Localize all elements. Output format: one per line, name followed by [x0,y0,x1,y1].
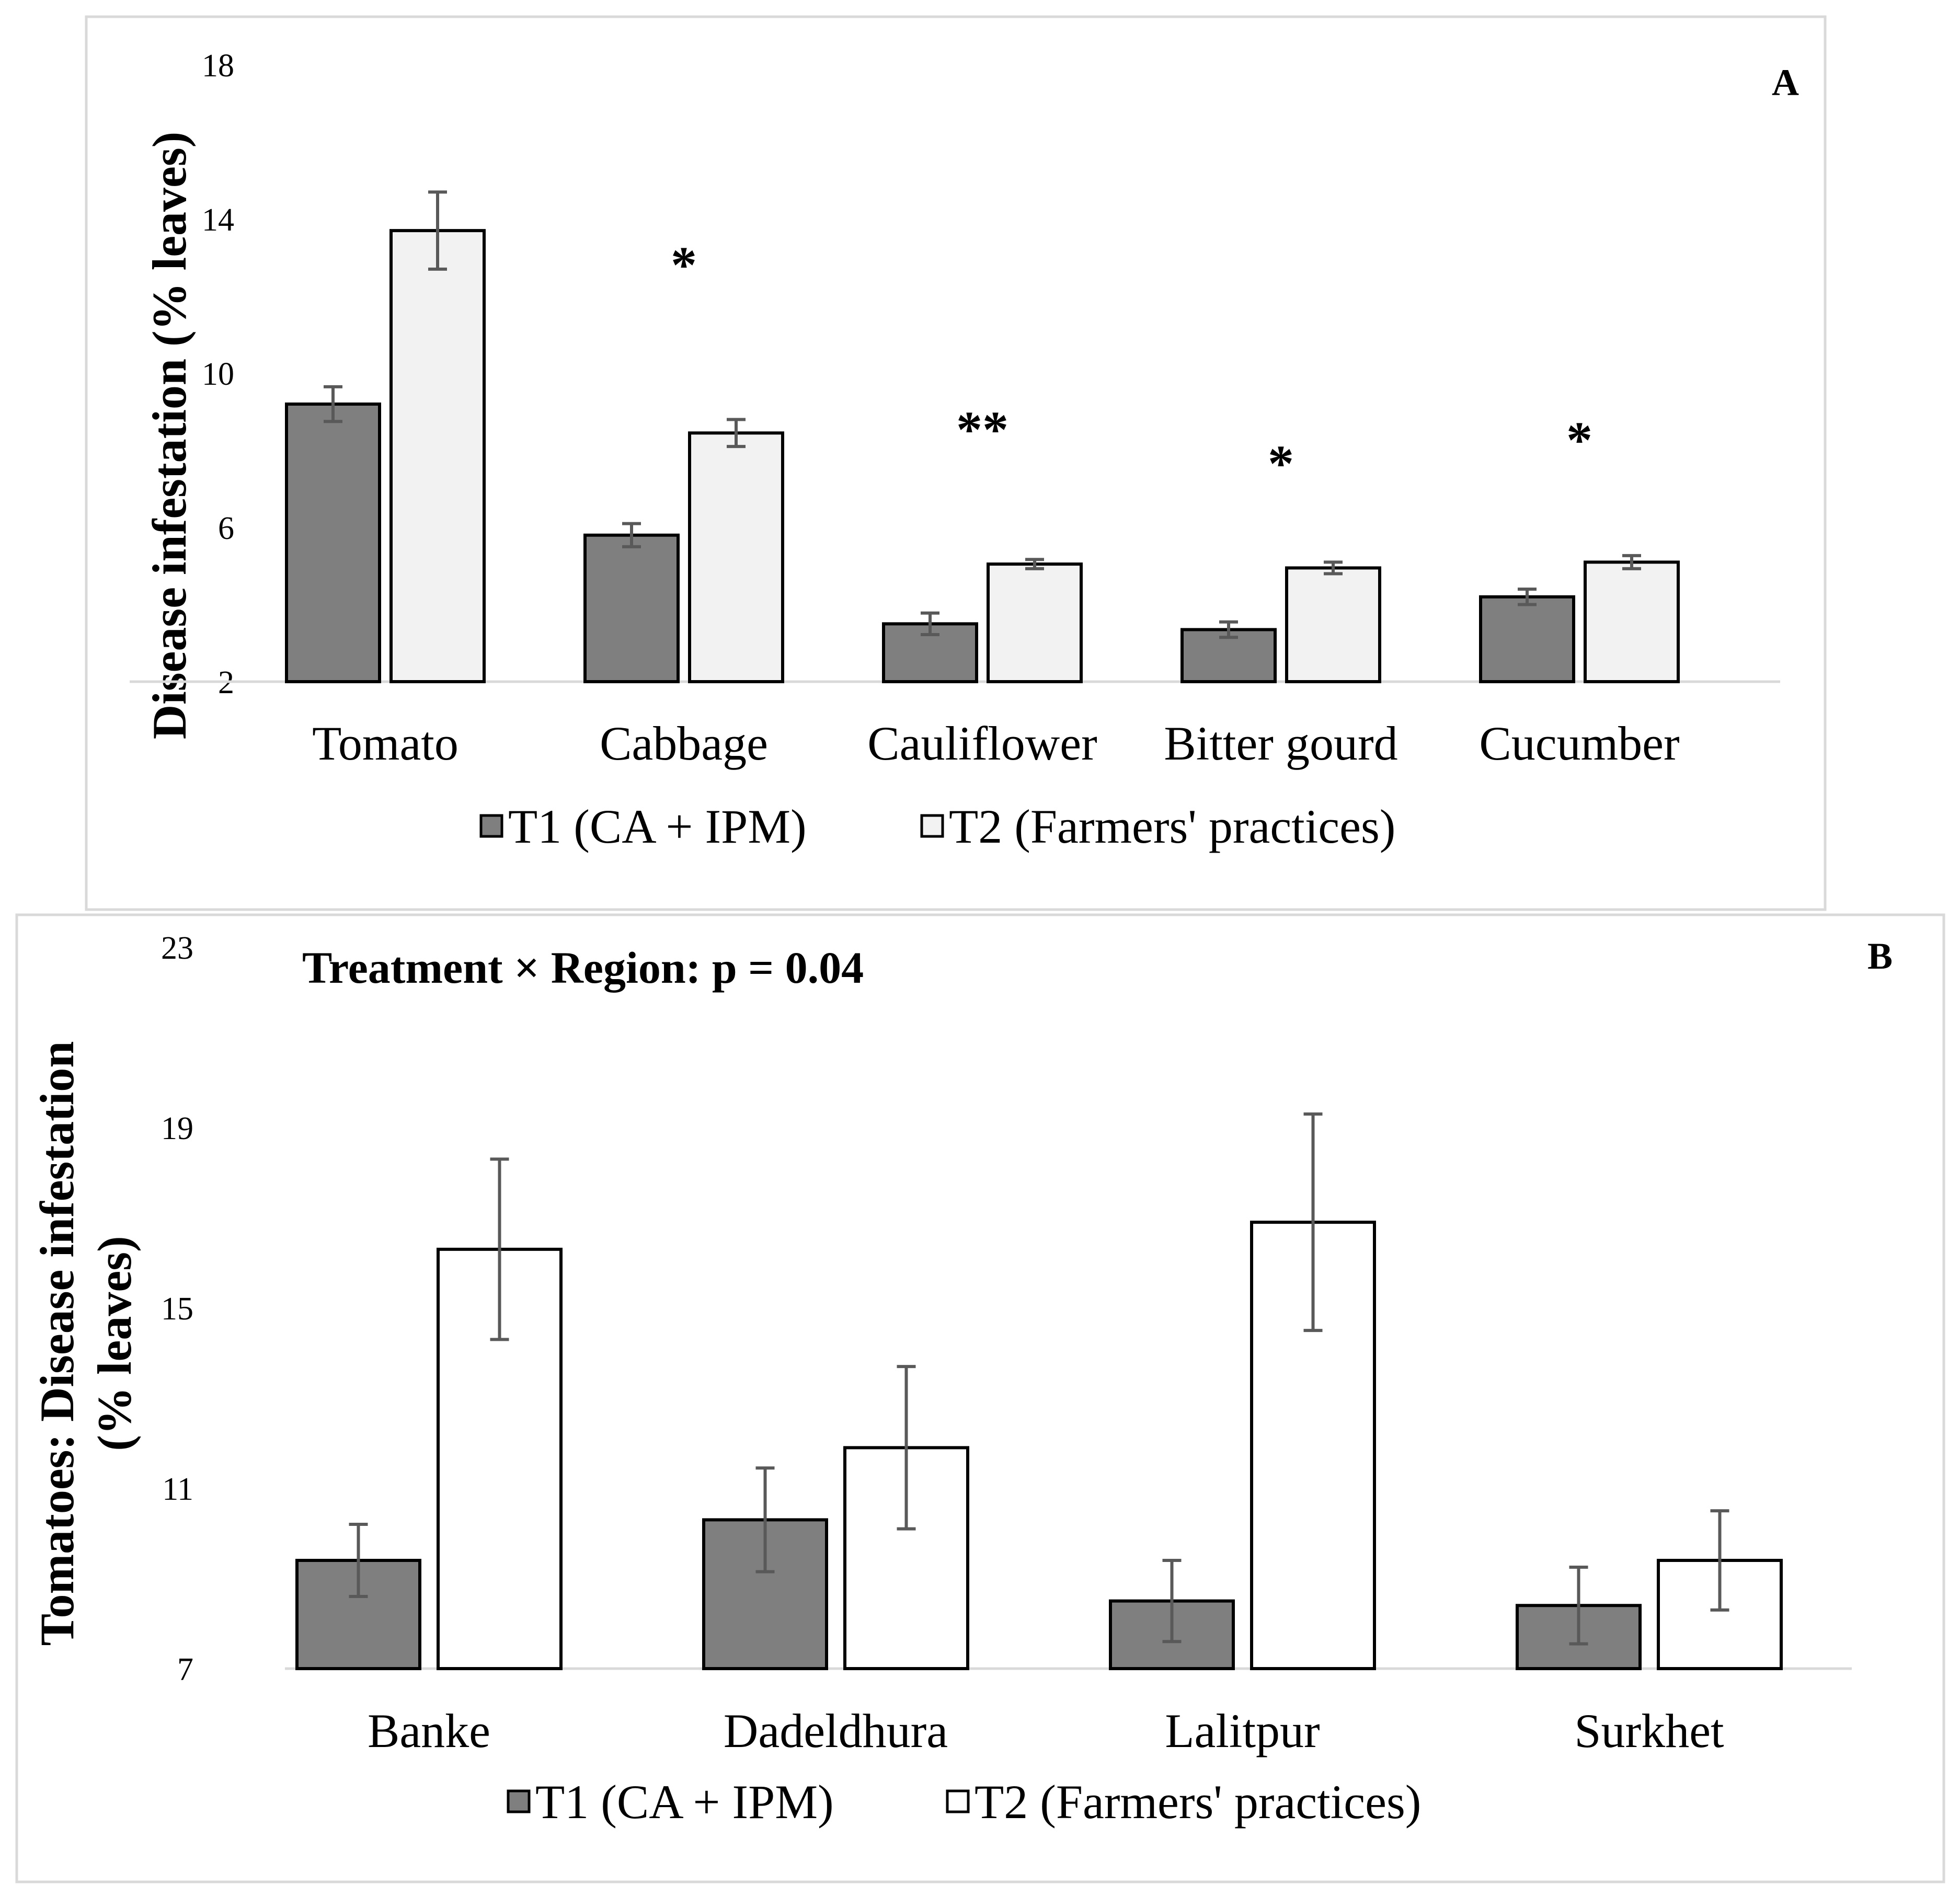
panel-b-legend-label-t1: T1 (CA + IPM) [535,1775,834,1829]
panel-a-legend-swatch-t1 [479,814,503,838]
panel-b-category-label: Lalitpur [1165,1704,1320,1757]
panel-a-bar-t2 [987,562,1083,683]
panel-a-bar-t2 [688,431,784,683]
panel-a-bar-t2 [1584,560,1680,683]
panel-a-category-label: Cabbage [600,717,768,770]
panel-a-category-label: Tomato [312,717,459,770]
panel-b-legend-label-t2: T2 (Farmers' practices) [975,1775,1421,1829]
panel-a-y-axis-label: Disease infestation (% leaves) [143,132,196,740]
panel-b-y-tick-label: 19 [161,1111,193,1146]
panel-b-plot-area: 7 11 15 19 23 Banke Dadeldhura Lalitpur Surkhet T… [161,930,1852,1829]
panel-b-category-label: Dadeldhura [724,1704,948,1757]
panel-b-y-tick-label: 15 [161,1291,193,1327]
panel-a-y-tick-label: 10 [202,357,234,392]
panel-a-significance-marker: * [671,236,697,294]
panel-a-bar-t1 [1479,595,1575,683]
panel-b-y-tick-label: 11 [162,1472,193,1507]
panel-a-legend-label-t2: T2 (Farmers' practices) [949,800,1395,853]
panel-b-legend-swatch-t1 [507,1789,531,1813]
panel-a-bar-t2 [389,229,486,683]
panel-a: A Disease infestation (% leaves) 2610141… [85,15,1827,911]
panel-a-significance-marker: * [1566,411,1592,469]
panel-b-category-label: Banke [368,1704,490,1757]
panel-a-y-tick-label: 6 [218,511,234,546]
panel-a-legend-label-t1: T1 (CA + IPM) [508,800,807,853]
panel-a-bar-t2 [1285,566,1381,683]
panel-a-category-label: Bitter gourd [1164,717,1397,770]
panel-a-significance-marker: * [1268,434,1294,492]
panel-b-y-axis-label-line1: Tomatoes: Disease infestation [30,1041,84,1646]
panel-a-category-label: Cucumber [1479,717,1679,770]
panel-a-category-label: Cauliflower [867,717,1097,770]
panel-b-annotation: Treatment × Region: p = 0.04 [302,943,864,993]
panel-b-legend-swatch-t2 [946,1789,970,1813]
panel-a-legend-swatch-t2 [920,814,944,838]
panel-a-bar-t1 [583,533,680,683]
panel-b-letter: B [1867,935,1893,977]
panel-b: B Treatment × Region: p = 0.04 Tomatoes:… [15,913,1945,1883]
panel-a-y-tick-label: 14 [202,202,234,238]
panel-b-category-label: Surkhet [1574,1704,1724,1757]
panel-b-frame [15,913,1945,1883]
panel-a-bar-t1 [285,403,381,683]
panel-b-y-axis-label-line2: (% leaves) [88,1236,141,1451]
panel-b-y-tick-label: 23 [161,930,193,966]
panel-a-significance-marker: ** [956,400,1008,458]
panel-a-y-tick-label: 18 [202,48,234,84]
panel-a-plot-area: 26101418TomatoCabbage*Cauliflower**Bitte… [130,48,1780,853]
panel-a-letter: A [1772,62,1799,104]
panel-b-y-tick-label: 7 [177,1652,193,1687]
